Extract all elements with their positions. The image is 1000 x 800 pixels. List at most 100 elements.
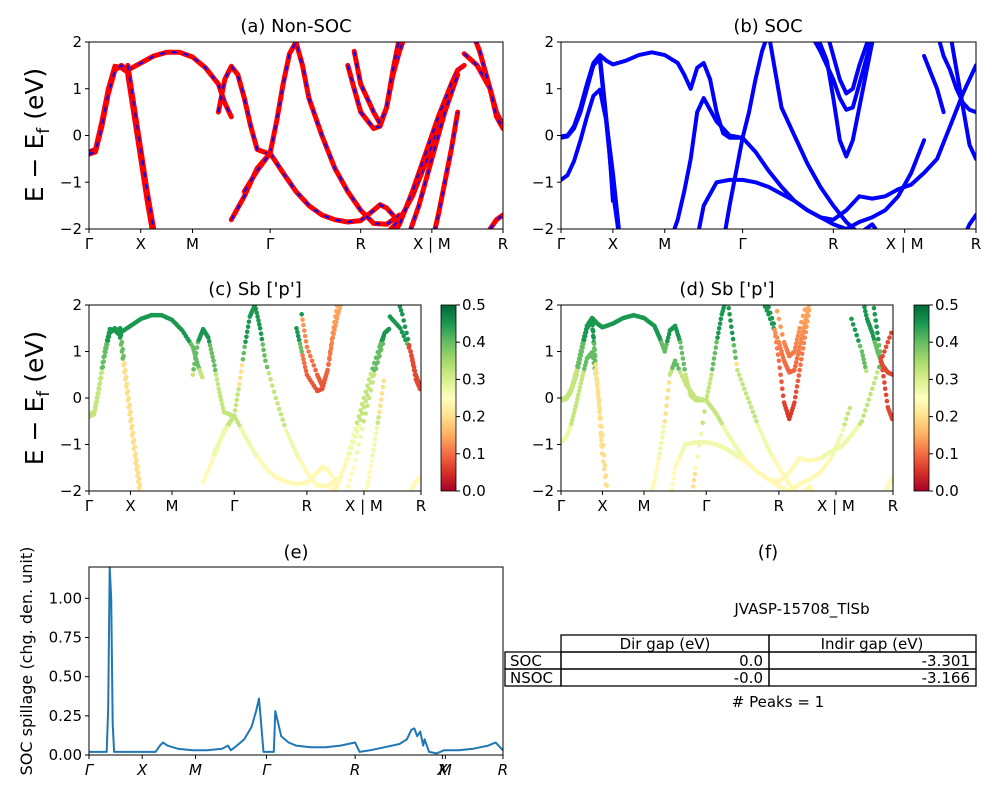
scatter-point [597,409,602,415]
scatter-point [289,439,294,445]
scatter-point [334,305,340,309]
band-soc-4 [597,54,615,203]
scatter-point [295,329,300,335]
panel-b-title: (b) SOC [733,16,802,37]
scatter-point [805,319,810,324]
scatter-point [218,437,223,443]
scatter-point [806,295,811,300]
scatter-point [580,373,585,379]
scatter-point [581,341,586,347]
scatter-point [772,327,777,333]
scatter-point [400,312,405,317]
scatter-point [218,394,223,399]
scatter-point [663,345,668,351]
x-tick-label: Γ [266,235,275,253]
scatter-point [366,479,371,485]
scatter-point [656,456,661,461]
scatter-point [708,376,713,382]
scatter-point [119,339,125,345]
x-tick-label: R [302,497,312,515]
scatter-point [100,364,106,370]
x-tick-label: M [189,761,202,779]
scatter-point [799,351,805,357]
scatter-point [809,487,814,491]
scatter-point [271,389,277,395]
scatter-point [354,420,360,426]
scatter-point [129,423,135,429]
x-tick-label: X [597,497,607,515]
panel-e-ylabel: SOC spillage (chg. den. unit) [17,547,36,776]
scatter-point [840,427,846,433]
scatter-point [864,402,870,408]
scatter-point [302,328,307,333]
x-tick-label: Γ [557,497,566,515]
scatter-point [351,465,356,471]
scatter-point [692,471,698,477]
band-soc-overlay-7 [360,203,394,222]
scatter-point [793,345,798,350]
panel-e-axes: 1.000.750.500.250.00Γ X M Γ R XM R [49,589,509,779]
scatter-point [349,439,355,444]
scatter-point [373,366,379,371]
scatter-point [889,416,893,422]
scatter-point [876,343,882,348]
scatter-point [200,479,206,485]
colorbar-tick-label: 0.1 [935,445,959,463]
scatter-point [710,361,716,367]
scatter-point [682,367,687,372]
y-tick-label: −1 [532,436,554,454]
scatter-point [602,463,608,468]
scatter-point [815,286,820,291]
scatter-point [301,322,306,328]
scatter-point [774,346,780,351]
scatter-point [591,341,597,347]
scatter-point [576,360,582,366]
scatter-point [662,419,668,424]
panel-d-points [561,286,893,491]
scatter-point [592,347,597,353]
scatter-point [330,330,336,336]
scatter-point [666,331,672,337]
y-tick-label: −1 [60,173,82,191]
scatter-point [308,353,313,359]
scatter-point [863,368,869,374]
scatter-point [137,482,143,488]
scatter-point [793,394,798,400]
scatter-point [353,426,358,432]
x-tick-label: Γ [262,761,272,779]
scatter-point [728,318,733,323]
scatter-point [698,431,704,437]
scatter-point [889,330,893,336]
x-tick-label: X | M [886,235,924,253]
scatter-point [381,378,387,384]
scatter-point [130,430,136,436]
scatter-point [131,437,137,443]
scatter-point [745,395,751,401]
scatter-point [593,367,599,372]
scatter-point [337,478,343,484]
scatter-point [297,341,303,347]
scatter-point [325,503,330,508]
scatter-point [780,332,785,337]
scatter-point [327,491,332,496]
y-tick-label: 0 [544,127,554,145]
scatter-point [669,487,674,491]
colorbar-tick-label: 0.5 [462,296,486,314]
scatter-point [311,363,317,368]
y-tick-label: −2 [60,482,82,500]
scatter-point [94,399,100,404]
scatter-point [255,314,260,319]
scatter-point [204,471,209,477]
band-nonsoc-2 [89,62,131,157]
panel-a: (a) Non-SOC E − Ef (eV) 210−1−2Γ X M Γ R X | … [20,16,508,253]
scatter-point [596,396,601,402]
scatter-point [300,353,305,358]
scatter-point [661,424,667,430]
scatter-point [395,297,400,302]
scatter-point [104,346,109,351]
scatter-point [356,414,362,419]
scatter-point [755,423,761,429]
scatter-point [658,446,663,451]
band-soc-overlay-13 [353,42,400,127]
scatter-point [574,400,579,405]
